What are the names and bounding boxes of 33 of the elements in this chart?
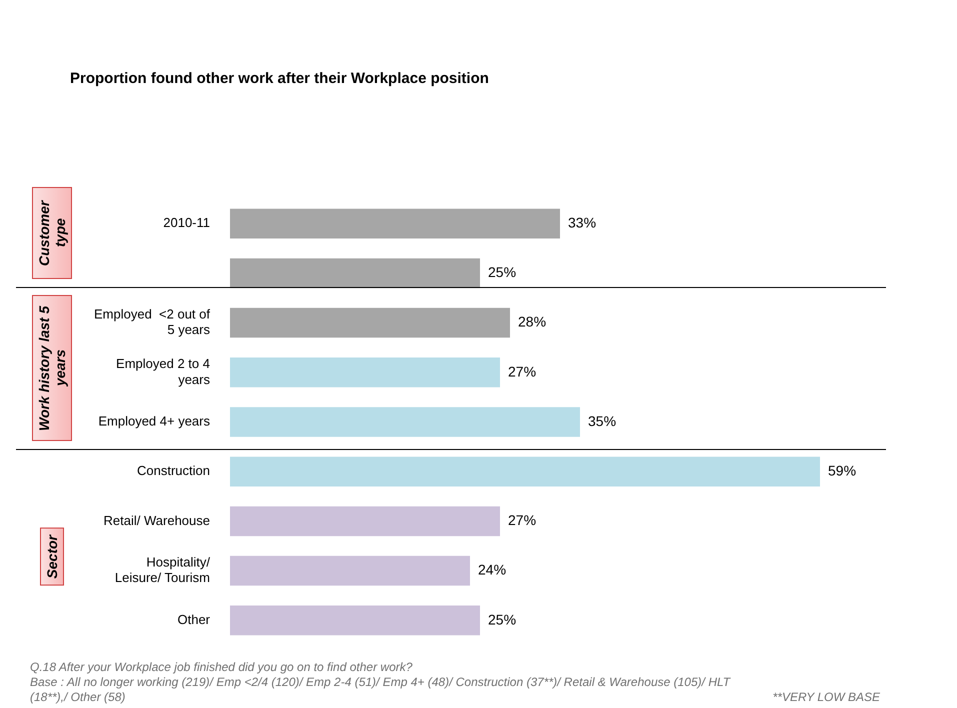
text: Base : All no longer working (219)/ Emp <2/4 (120)/ Emp 2-4 (51)/ Emp 4+ (48)/ Construction (37**)/ Retail & Warehouse (105)/ HLT (18**),/ Other (58)	[30, 675, 730, 704]
text: **VERY LOW BASE	[772, 690, 880, 704]
chart-title: Proportion found other work after their Workplace position	[70, 70, 489, 87]
data-label: 24%	[478, 562, 506, 578]
text: Customer type	[32, 187, 72, 279]
bar	[230, 506, 500, 536]
y-tick-label: Construction	[137, 463, 210, 478]
bar	[230, 258, 480, 288]
bar	[230, 208, 560, 238]
y-tick-label: 2010-11	[163, 215, 210, 230]
y-tick-label: Employed 4+ years	[98, 414, 210, 429]
y-tick-label: Employed 2 to 4 years	[116, 356, 210, 387]
data-label: 35%	[588, 412, 616, 429]
text: Q.18 After your Workplace job finished did you go on to find other work?	[30, 660, 414, 675]
data-label: 28%	[518, 314, 546, 330]
bar	[230, 556, 470, 586]
text: Sector	[40, 528, 64, 586]
data-label: 25%	[488, 264, 516, 280]
data-label: 33%	[568, 214, 596, 230]
y-tick-label: Hospitality/ Leisure/ Tourism	[114, 554, 210, 586]
text: Work history last 5 years	[32, 295, 72, 441]
data-label: 25%	[488, 611, 516, 628]
data-label: 59%	[828, 462, 856, 478]
data-label: 27%	[508, 363, 536, 380]
bar	[230, 407, 580, 437]
y-tick-label: Retail/ Warehouse	[104, 512, 210, 528]
y-tick-label: Employed <2 out of 5 years	[94, 306, 210, 338]
bar	[230, 606, 480, 636]
data-label: 27%	[508, 512, 536, 528]
bar	[230, 358, 500, 388]
bar	[230, 308, 510, 338]
bar	[230, 456, 820, 486]
y-tick-label: Other	[177, 612, 211, 627]
